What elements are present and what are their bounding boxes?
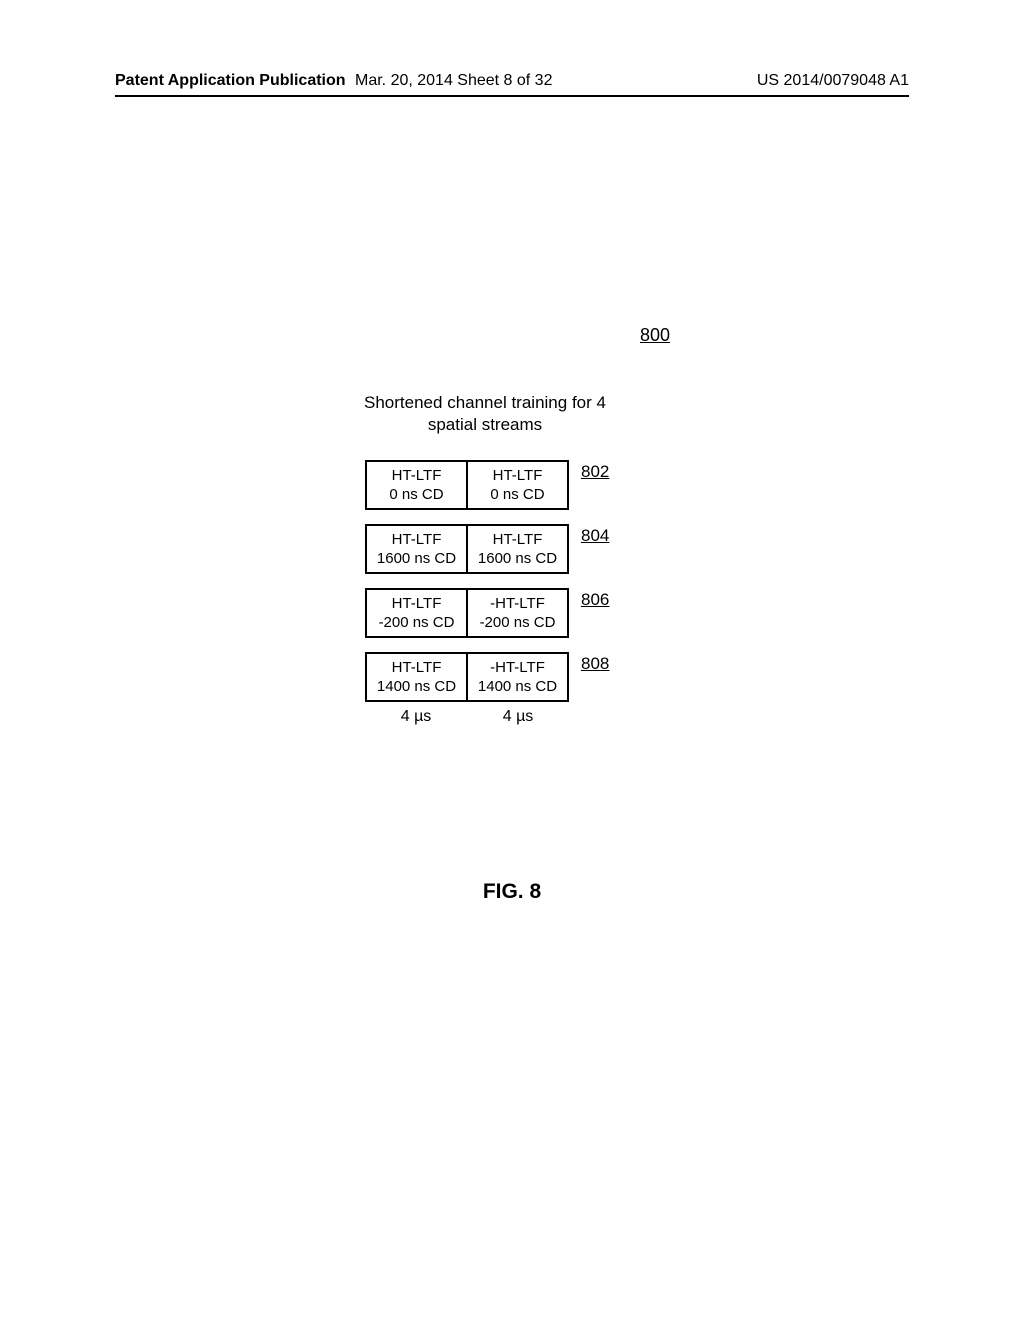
header-publication: Patent Application Publication <box>115 72 346 90</box>
stream-row-2: HT-LTF -200 ns CD -HT-LTF -200 ns CD 806 <box>365 588 609 638</box>
page-header: Patent Application Publication Mar. 20, … <box>0 72 1024 90</box>
ltf-box: -HT-LTF 1400 ns CD <box>467 652 569 702</box>
stream-row-0: HT-LTF 0 ns CD HT-LTF 0 ns CD 802 <box>365 460 609 510</box>
ltf-line2: -200 ns CD <box>480 613 556 633</box>
time-labels: 4 µs 4 µs <box>365 708 609 726</box>
ltf-line1: -HT-LTF <box>490 658 545 678</box>
stream-label: 808 <box>581 654 609 674</box>
time-label-left: 4 µs <box>365 708 467 726</box>
stream-row-3: HT-LTF 1400 ns CD -HT-LTF 1400 ns CD 808 <box>365 652 609 702</box>
ltf-box: -HT-LTF -200 ns CD <box>467 588 569 638</box>
ltf-line1: -HT-LTF <box>490 594 545 614</box>
stream-row-1: HT-LTF 1600 ns CD HT-LTF 1600 ns CD 804 <box>365 524 609 574</box>
ltf-line2: 1600 ns CD <box>377 549 456 569</box>
ltf-line2: 1400 ns CD <box>377 677 456 697</box>
ltf-line1: HT-LTF <box>493 530 543 550</box>
ltf-line2: 1600 ns CD <box>478 549 557 569</box>
stream-label: 806 <box>581 590 609 610</box>
ltf-box: HT-LTF 0 ns CD <box>467 460 569 510</box>
ltf-box: HT-LTF 1400 ns CD <box>365 652 467 702</box>
diagram-container: HT-LTF 0 ns CD HT-LTF 0 ns CD 802 HT-LTF… <box>365 460 609 726</box>
ltf-line2: 0 ns CD <box>389 485 443 505</box>
ltf-line2: -200 ns CD <box>379 613 455 633</box>
figure-caption: FIG. 8 <box>0 880 1024 904</box>
ltf-line1: HT-LTF <box>392 594 442 614</box>
stream-label: 802 <box>581 462 609 482</box>
ltf-line1: HT-LTF <box>392 466 442 486</box>
ltf-line1: HT-LTF <box>493 466 543 486</box>
ltf-box: HT-LTF -200 ns CD <box>365 588 467 638</box>
ltf-line2: 0 ns CD <box>490 485 544 505</box>
ltf-line2: 1400 ns CD <box>478 677 557 697</box>
ltf-line1: HT-LTF <box>392 658 442 678</box>
header-patent-number: US 2014/0079048 A1 <box>757 72 909 90</box>
ltf-box: HT-LTF 1600 ns CD <box>467 524 569 574</box>
ltf-box: HT-LTF 1600 ns CD <box>365 524 467 574</box>
header-date-sheet: Mar. 20, 2014 Sheet 8 of 32 <box>355 72 552 90</box>
ltf-box: HT-LTF 0 ns CD <box>365 460 467 510</box>
time-label-right: 4 µs <box>467 708 569 726</box>
figure-reference-number: 800 <box>640 325 670 346</box>
stream-label: 804 <box>581 526 609 546</box>
header-divider <box>115 95 909 97</box>
diagram-title: Shortened channel training for 4 spatial… <box>345 392 625 436</box>
ltf-line1: HT-LTF <box>392 530 442 550</box>
